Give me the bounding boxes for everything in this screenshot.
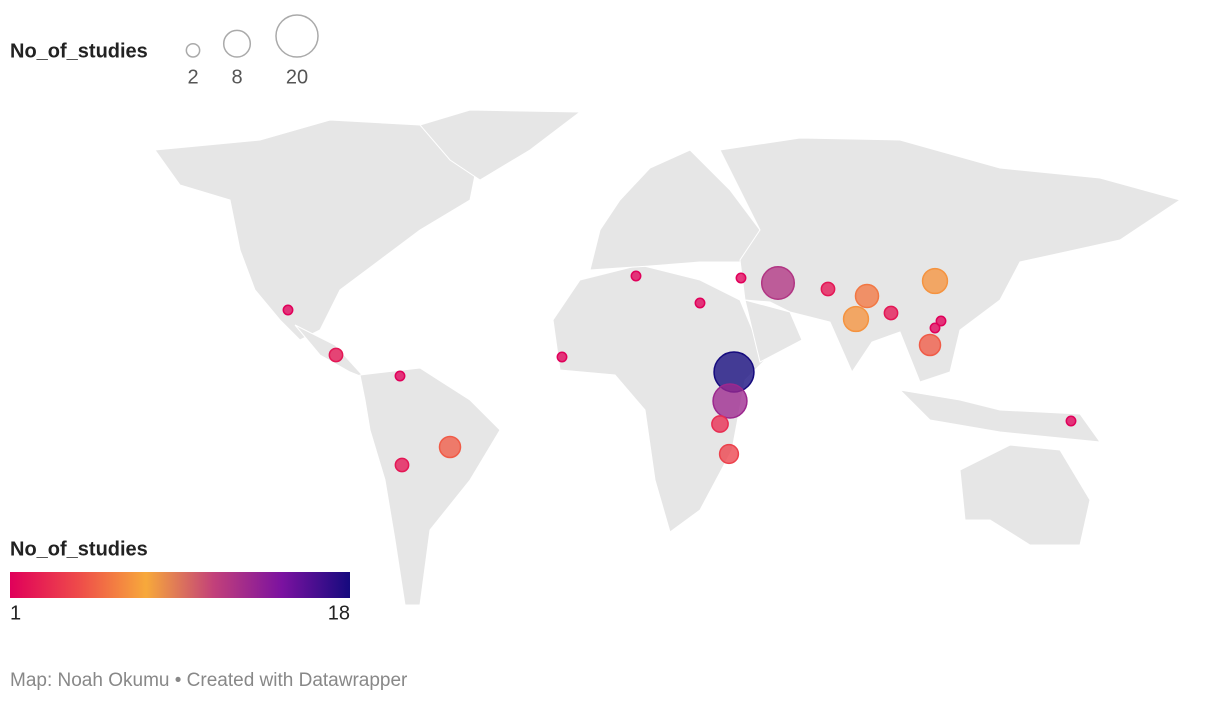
- bubble: [630, 270, 642, 282]
- size-legend-label: 8: [231, 66, 242, 88]
- bubble: [921, 267, 949, 295]
- color-max-label: 18: [328, 602, 350, 624]
- indonesia: [898, 389, 1102, 443]
- bubble: [712, 383, 748, 419]
- bubble: [1065, 415, 1077, 427]
- color-ramp: [10, 572, 350, 598]
- south-america: [359, 367, 501, 606]
- bubble: [842, 305, 870, 333]
- bubble: [282, 304, 294, 316]
- color-legend-title: No_of_studies: [10, 538, 148, 560]
- arabia: [744, 299, 803, 363]
- europe: [589, 149, 761, 271]
- bubble: [556, 351, 568, 363]
- bubble: [918, 333, 942, 357]
- size-legend-circle: [185, 42, 201, 58]
- size-legend-circle: [222, 29, 252, 58]
- footer: Map: Noah Okumu • Created with Datawrapp…: [10, 670, 408, 691]
- bubble: [694, 297, 706, 309]
- size-legend: 2 8 20: [185, 14, 319, 88]
- australia: [959, 444, 1091, 546]
- bubble: [394, 457, 410, 473]
- bubble: [394, 370, 406, 382]
- bubble: [711, 415, 729, 433]
- size-legend-circle: [275, 14, 319, 58]
- bubble: [854, 283, 880, 309]
- size-legend-label: 2: [187, 66, 198, 88]
- bubble: [735, 272, 747, 284]
- north-america: [154, 119, 481, 341]
- greenland: [419, 109, 582, 181]
- bubble: [718, 443, 740, 465]
- bubble: [328, 347, 344, 363]
- bubble: [929, 322, 941, 334]
- bubble: [760, 265, 796, 301]
- size-legend-title: No_of_studies: [10, 40, 148, 62]
- bubble: [935, 315, 947, 327]
- size-legend-label: 20: [286, 66, 308, 88]
- land: [154, 109, 1182, 606]
- bubble: [438, 435, 462, 459]
- color-min-label: 1: [10, 602, 21, 624]
- bubbles: [282, 265, 1077, 473]
- bubble: [820, 281, 836, 297]
- bubble: [883, 305, 899, 321]
- africa: [552, 264, 766, 533]
- asia: [719, 137, 1182, 383]
